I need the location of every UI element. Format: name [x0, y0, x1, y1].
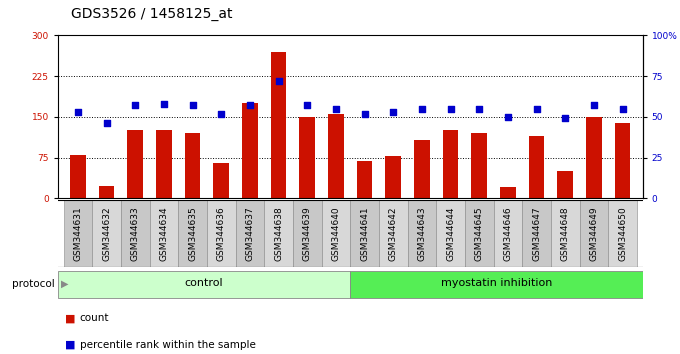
Bar — [185, 133, 201, 198]
Bar — [386, 156, 401, 198]
Bar — [265, 200, 293, 267]
Bar — [436, 200, 465, 267]
Bar — [156, 130, 172, 198]
Text: GSM344634: GSM344634 — [159, 206, 169, 261]
Text: GSM344640: GSM344640 — [331, 206, 341, 261]
Bar — [558, 171, 573, 198]
Bar — [235, 200, 265, 267]
Bar — [99, 186, 114, 198]
Text: GSM344644: GSM344644 — [446, 206, 455, 261]
Point — [359, 111, 370, 116]
Bar — [551, 200, 579, 267]
Text: GSM344632: GSM344632 — [102, 206, 111, 261]
Text: GSM344636: GSM344636 — [217, 206, 226, 261]
Bar — [299, 117, 315, 198]
Text: myostatin inhibition: myostatin inhibition — [441, 279, 552, 289]
Text: GSM344639: GSM344639 — [303, 206, 311, 261]
Text: GSM344649: GSM344649 — [590, 206, 598, 261]
Text: control: control — [185, 279, 223, 289]
Point — [560, 116, 571, 121]
Bar — [414, 140, 430, 198]
Text: GSM344633: GSM344633 — [131, 206, 139, 261]
Text: GSM344648: GSM344648 — [561, 206, 570, 261]
Bar — [150, 200, 178, 267]
Point — [617, 106, 628, 112]
Bar — [127, 130, 143, 198]
Bar — [178, 200, 207, 267]
Text: GSM344646: GSM344646 — [503, 206, 512, 261]
Text: GSM344631: GSM344631 — [73, 206, 82, 261]
Text: percentile rank within the sample: percentile rank within the sample — [80, 340, 256, 350]
Point — [302, 103, 313, 108]
Point — [273, 78, 284, 84]
Bar — [528, 136, 545, 198]
Bar — [322, 200, 350, 267]
Text: GSM344638: GSM344638 — [274, 206, 283, 261]
Bar — [350, 200, 379, 267]
Point — [445, 106, 456, 112]
Point — [531, 106, 542, 112]
Text: GSM344642: GSM344642 — [389, 206, 398, 261]
Bar — [328, 114, 344, 198]
Point — [158, 101, 169, 107]
Text: ■: ■ — [65, 340, 75, 350]
Bar — [293, 200, 322, 267]
Bar — [121, 200, 150, 267]
Bar — [356, 161, 373, 198]
Bar — [494, 200, 522, 267]
Point — [187, 103, 198, 108]
Bar — [608, 200, 637, 267]
Bar — [214, 163, 229, 198]
Text: GSM344650: GSM344650 — [618, 206, 627, 261]
Point — [416, 106, 427, 112]
Point — [388, 109, 398, 115]
Point — [474, 106, 485, 112]
Bar — [271, 52, 286, 198]
Point — [73, 109, 84, 115]
Bar — [522, 200, 551, 267]
Bar — [92, 200, 121, 267]
Point — [503, 114, 513, 120]
Point — [216, 111, 226, 116]
Bar — [242, 103, 258, 198]
Bar — [207, 200, 235, 267]
Bar — [586, 117, 602, 198]
Bar — [379, 200, 407, 267]
Point — [588, 103, 599, 108]
Bar — [500, 187, 515, 198]
Text: GSM344637: GSM344637 — [245, 206, 254, 261]
Bar — [615, 123, 630, 198]
Text: protocol: protocol — [12, 279, 54, 289]
Text: GSM344635: GSM344635 — [188, 206, 197, 261]
Text: GDS3526 / 1458125_at: GDS3526 / 1458125_at — [71, 7, 233, 21]
Text: GSM344643: GSM344643 — [418, 206, 426, 261]
Bar — [465, 200, 494, 267]
Text: ■: ■ — [65, 313, 75, 323]
Point — [244, 103, 255, 108]
Bar — [70, 155, 86, 198]
Point — [330, 106, 341, 112]
Text: GSM344641: GSM344641 — [360, 206, 369, 261]
Text: ▶: ▶ — [61, 279, 69, 289]
Text: count: count — [80, 313, 109, 323]
Bar — [407, 200, 436, 267]
Bar — [58, 270, 350, 298]
Bar — [63, 200, 92, 267]
Text: GSM344647: GSM344647 — [532, 206, 541, 261]
Bar — [350, 270, 643, 298]
Point — [130, 103, 141, 108]
Bar — [579, 200, 608, 267]
Bar — [443, 130, 458, 198]
Bar — [471, 133, 487, 198]
Point — [101, 120, 112, 126]
Text: GSM344645: GSM344645 — [475, 206, 483, 261]
